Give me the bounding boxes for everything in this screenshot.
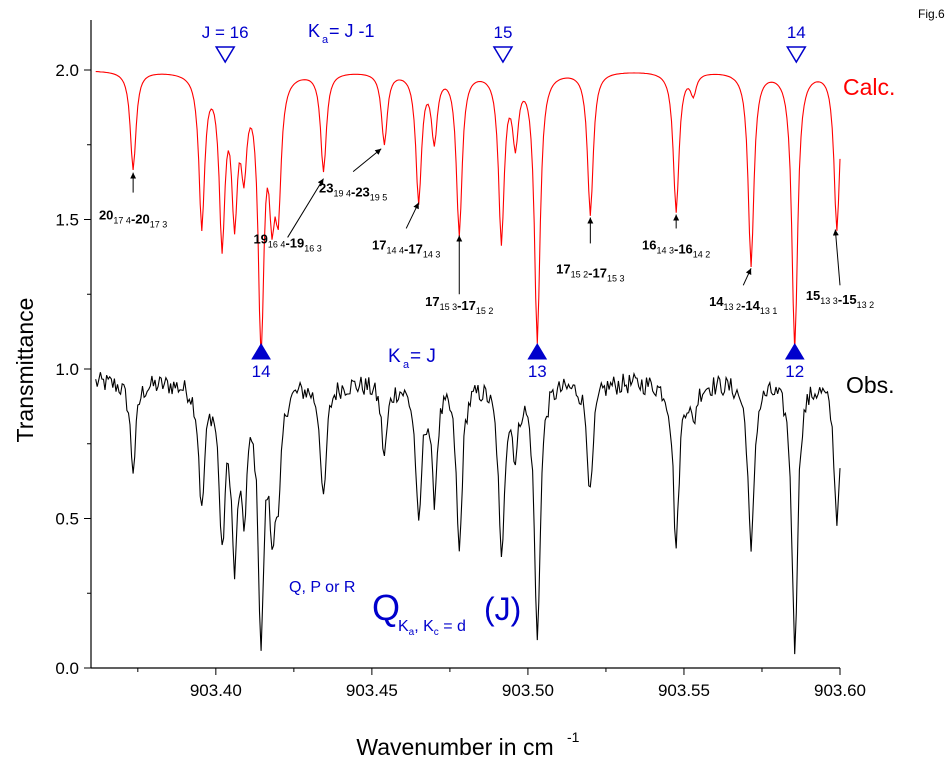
notation-subscript: Ka, Kc = d — [398, 618, 466, 638]
legend-calc-label: Calc. — [843, 74, 895, 100]
annotation-label: 1916 4-1916 3 — [253, 231, 321, 253]
upper-marker-triangle — [214, 46, 236, 64]
x-axis-label: Wavenumber in cm — [356, 734, 553, 760]
obs-spectrum-line — [95, 371, 841, 655]
x-tick-label: 903.50 — [502, 681, 554, 700]
annotation-arrow — [742, 268, 752, 286]
annotation-arrow — [352, 148, 382, 173]
notation-prefix: Q, P or R — [289, 579, 355, 596]
annotation-arrow — [405, 202, 420, 229]
x-tick-label: 903.40 — [190, 681, 242, 700]
y-axis-label: Transmittance — [12, 298, 38, 443]
lower-marker-triangle — [251, 343, 271, 360]
lower-marker-label: 13 — [528, 362, 547, 381]
x-tick-label: 903.60 — [814, 681, 866, 700]
annotation-label: 1413 2-1413 1 — [709, 294, 777, 316]
lower-marker-triangle — [527, 343, 548, 360]
annotation-label: 2319 4-2319 5 — [319, 181, 387, 203]
upper-markers-title: K — [308, 21, 320, 41]
lower-markers-title-sub: a — [403, 359, 410, 371]
upper-marker-triangle — [492, 46, 514, 64]
upper-marker-label: 15 — [493, 23, 512, 42]
y-tick-label: 0.5 — [55, 510, 79, 529]
annotation-label: 1715 2-1715 3 — [556, 261, 624, 283]
x-tick-label: 903.45 — [346, 681, 398, 700]
upper-marker-triangle — [785, 46, 807, 64]
calc-spectrum-line — [95, 71, 841, 359]
lower-markers-title-suffix: = J — [410, 346, 436, 367]
lower-marker-label: 14 — [252, 362, 271, 381]
y-tick-label: 0.0 — [55, 659, 79, 678]
x-tick-label: 903.55 — [658, 681, 710, 700]
annotation-label: 2017 4-2017 3 — [99, 208, 167, 230]
notation-tail: (J) — [484, 591, 521, 627]
lower-markers-title: K — [388, 346, 401, 367]
annotation-label: 1715 3-1715 2 — [425, 294, 493, 316]
figure-label: Fig.6 — [918, 7, 945, 21]
lower-marker-label: 12 — [785, 362, 804, 381]
annotation-arrow — [832, 229, 841, 286]
y-tick-label: 2.0 — [55, 61, 79, 80]
y-tick-label: 1.0 — [55, 360, 79, 379]
upper-marker-label: J = 16 — [202, 23, 249, 42]
upper-markers-title-sub: a — [322, 34, 329, 46]
y-tick-label: 1.5 — [55, 211, 79, 230]
upper-marker-label: 14 — [787, 23, 806, 42]
annotation-label: 1513 3-1513 2 — [806, 288, 874, 310]
annotation-label: 1614 3-1614 2 — [642, 237, 710, 259]
legend-obs-label: Obs. — [846, 372, 895, 398]
x-axis-label-superscript: -1 — [567, 729, 580, 745]
lower-marker-triangle — [784, 343, 805, 360]
annotation-label: 1714 4-1714 3 — [372, 237, 440, 259]
annotation-arrow — [287, 178, 324, 238]
notation-main: Q — [372, 587, 400, 628]
upper-markers-title-suffix: = J -1 — [329, 21, 375, 41]
